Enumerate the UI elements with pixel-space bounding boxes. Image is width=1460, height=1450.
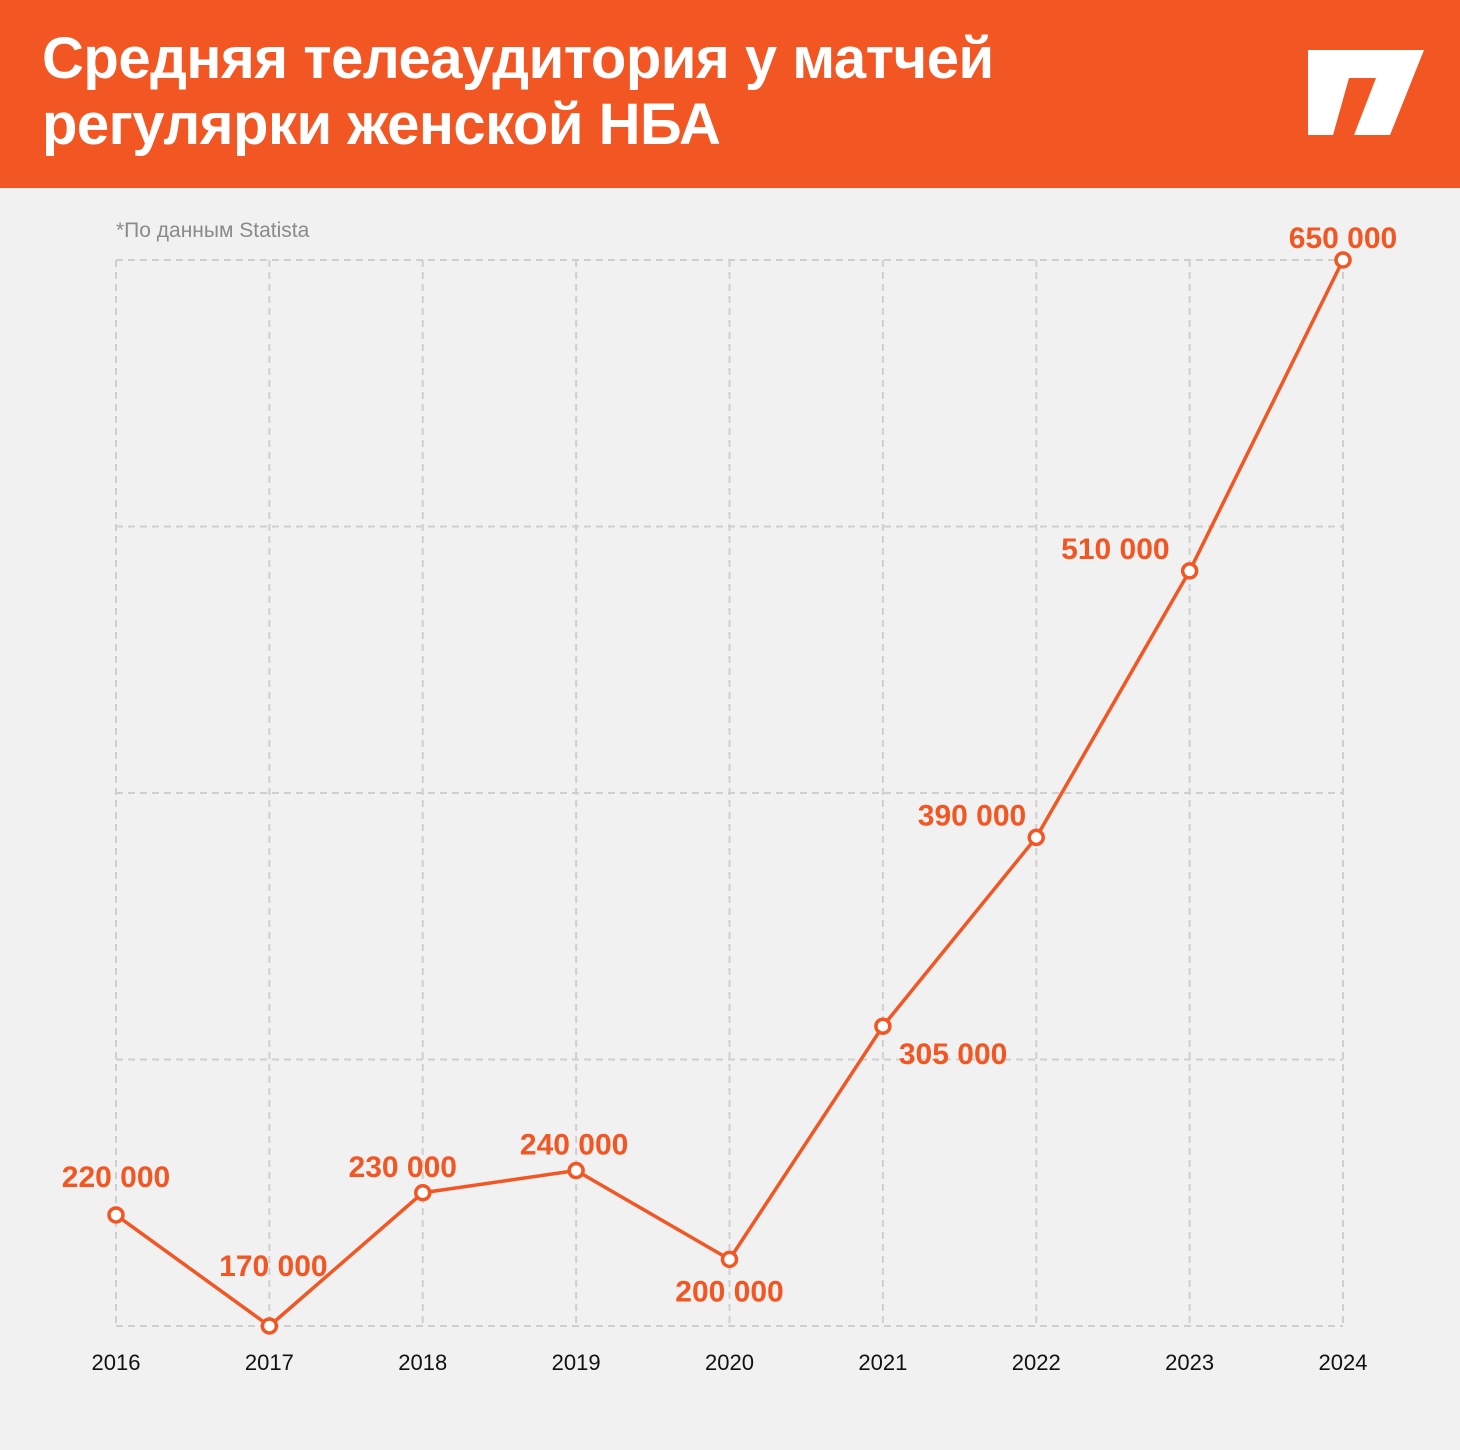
- chart-grid: [115, 259, 1344, 1327]
- data-label-2020: 200 000: [675, 1275, 783, 1308]
- data-label-2021: 305 000: [899, 1038, 1007, 1071]
- data-point-2021: [874, 1017, 892, 1035]
- x-tick-label: 2016: [92, 1350, 141, 1375]
- data-label-2019: 240 000: [520, 1129, 628, 1162]
- chart-x-ticks: 2016 2017 2018 2019 2020 2021 2022 2023 2024: [92, 1350, 1368, 1375]
- data-point-2019: [567, 1161, 585, 1180]
- data-label-2017: 170 000: [219, 1250, 327, 1283]
- data-label-2016: 220 000: [62, 1161, 170, 1194]
- x-tick-label: 2019: [552, 1350, 601, 1375]
- data-label-2024: 650 000: [1289, 222, 1397, 255]
- header-banner: Средняя телеаудитория у матчей регулярки…: [0, 0, 1460, 188]
- x-tick-label: 2024: [1319, 1350, 1368, 1375]
- data-point-2017: [260, 1317, 279, 1335]
- data-point-2022: [1027, 828, 1045, 847]
- data-point-2016: [107, 1206, 125, 1224]
- chart-data-labels: 220 000 170 000 230 000 240 000 200 000 305 0…: [62, 222, 1397, 1308]
- x-tick-label: 2018: [398, 1350, 447, 1375]
- x-tick-label: 2020: [705, 1350, 754, 1375]
- data-label-2023: 510 000: [1061, 533, 1169, 566]
- source-note: *По данным Statista: [116, 219, 310, 242]
- data-point-2020: [720, 1250, 739, 1269]
- data-point-2024: [1334, 251, 1352, 269]
- chart-title: Средняя телеаудитория у матчей регулярки…: [42, 26, 994, 157]
- x-tick-label: 2021: [858, 1350, 907, 1375]
- data-label-2018: 230 000: [349, 1151, 457, 1184]
- brand-logo-icon: [1308, 50, 1424, 135]
- chart-points: [107, 251, 1352, 1335]
- data-label-2022: 390 000: [918, 799, 1026, 832]
- x-tick-label: 2017: [245, 1350, 294, 1375]
- x-tick-label: 2023: [1165, 1350, 1214, 1375]
- data-point-2018: [414, 1184, 432, 1202]
- data-point-2023: [1180, 562, 1199, 580]
- x-tick-label: 2022: [1012, 1350, 1061, 1375]
